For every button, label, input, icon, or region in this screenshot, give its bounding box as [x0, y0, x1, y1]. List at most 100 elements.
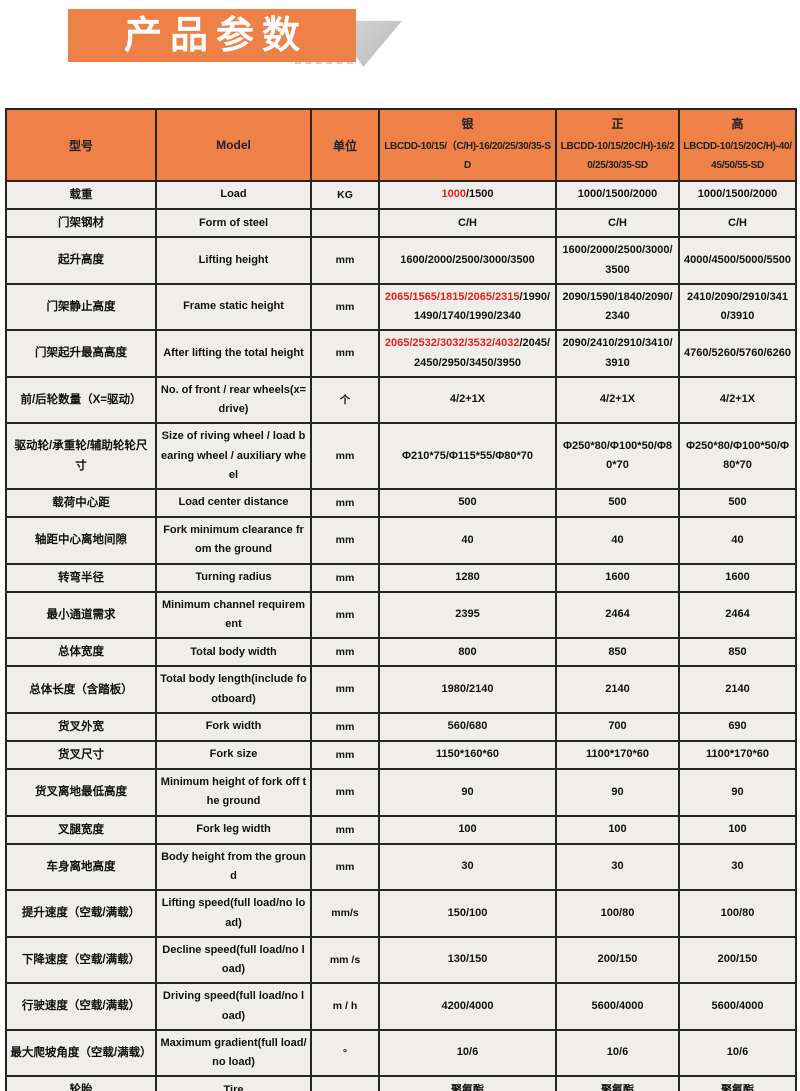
param-name-en: Lifting speed(full load/no load): [155, 889, 312, 938]
param-name-cn: 轮胎: [5, 1075, 157, 1091]
param-name-cn: 总体宽度: [5, 637, 157, 668]
param-name-en: Minimum height of fork off the ground: [155, 768, 312, 817]
value-standard: 850: [555, 637, 680, 668]
value-high: 100/80: [678, 889, 797, 938]
param-name-en: Load center distance: [155, 487, 312, 519]
value-silver: 100: [378, 814, 557, 845]
param-name-cn: 货叉离地最低高度: [5, 768, 157, 817]
table-row: 货叉离地最低高度 Minimum height of fork off the g…: [5, 768, 797, 817]
table-row: 货叉尺寸 Fork size mm 1150*160*60 1100*170*60 110…: [5, 739, 797, 771]
param-name-en: Tire: [155, 1075, 312, 1091]
header-variant-silver: 银 LBCDD-10/15/（C/H)-16/20/25/30/35-SD: [378, 108, 557, 182]
param-name-cn: 门架起升最高高度: [5, 329, 157, 378]
value-high: 2410/2090/2910/3410/3910: [678, 282, 797, 332]
table-row: 下降速度（空载/满载） Decline speed(full load/no lo…: [5, 935, 797, 985]
param-name-en: After lifting the total height: [155, 329, 312, 378]
param-unit: mm: [310, 487, 380, 519]
value-high: 90: [678, 768, 797, 817]
value-silver: 1980/2140: [378, 665, 557, 714]
value-silver: 聚氨酯: [378, 1075, 557, 1091]
value-high: 5600/4000: [678, 982, 797, 1031]
highlighted-value-segment: 2065/1565/1815/2065/2315: [384, 290, 520, 303]
param-name-en: Turning radius: [155, 562, 312, 593]
param-name-en: Fork width: [155, 711, 312, 743]
value-standard: 100: [555, 814, 680, 845]
value-silver: 4/2+1X: [378, 375, 557, 425]
value-high: 4/2+1X: [678, 375, 797, 425]
value-standard: 2090/2410/2910/3410/3910: [555, 329, 680, 378]
table-row: 总体宽度 Total body width mm 800 850 850: [5, 637, 797, 668]
param-name-en: Fork size: [155, 739, 312, 771]
value-high: 4760/5260/5760/6260: [678, 329, 797, 378]
value-high: Φ250*80/Φ100*50/Φ80*70: [678, 422, 797, 490]
param-name-cn: 驱动轮/承重轮/辅助轮轮尺寸: [5, 422, 157, 490]
param-name-en: No. of front / rear wheels(x=drive): [155, 375, 312, 425]
table-row: 轮胎 Tire 聚氨酯 聚氨酯 聚氨酯: [5, 1075, 797, 1091]
highlighted-value-segment: 2065/2532/3032/3532/4032: [384, 337, 520, 350]
value-high: 1600: [678, 562, 797, 593]
value-high: 聚氨酯: [678, 1075, 797, 1091]
table-header-row: 型号 Model 单位 银 LBCDD-10/15/（C/H)-16/20/25…: [5, 108, 797, 182]
param-name-cn: 提升速度（空载/满载）: [5, 889, 157, 938]
param-unit: mm: [310, 711, 380, 743]
param-name-cn: 货叉外宽: [5, 711, 157, 743]
value-high: 2464: [678, 590, 797, 640]
value-standard: 1600/2000/2500/3000/3500: [555, 236, 680, 285]
table-row: 前/后轮数量（X=驱动） No. of front / rear wheels(x…: [5, 375, 797, 425]
param-name-cn: 载荷中心距: [5, 487, 157, 519]
value-silver: 10/6: [378, 1028, 557, 1078]
param-name-cn: 起升高度: [5, 236, 157, 285]
param-name-en: Frame static height: [155, 282, 312, 332]
value-high: 4000/4500/5000/5500: [678, 236, 797, 285]
value-silver: 1000/1500: [378, 179, 557, 211]
param-name-cn: 载重: [5, 179, 157, 211]
value-standard: 1600: [555, 562, 680, 593]
param-name-cn: 转弯半径: [5, 562, 157, 593]
value-standard: 聚氨酯: [555, 1075, 680, 1091]
param-unit: KG: [310, 179, 380, 211]
param-name-en: Total body width: [155, 637, 312, 668]
spec-table: 型号 Model 单位 银 LBCDD-10/15/（C/H)-16/20/25…: [5, 108, 797, 1091]
param-unit: mm: [310, 282, 380, 332]
param-name-en: Maximum gradient(full load/no load): [155, 1028, 312, 1078]
param-name-cn: 门架静止高度: [5, 282, 157, 332]
value-standard: C/H: [555, 208, 680, 239]
table-row: 提升速度（空载/满载） Lifting speed(full load/no lo…: [5, 889, 797, 938]
param-name-en: Minimum channel requirement: [155, 590, 312, 640]
param-name-cn: 下降速度（空载/满载）: [5, 935, 157, 985]
param-unit: mm: [310, 842, 380, 892]
param-name-en: Body height from the ground: [155, 842, 312, 892]
param-unit: mm: [310, 422, 380, 490]
value-silver: 500: [378, 487, 557, 519]
param-unit: mm: [310, 768, 380, 817]
param-unit: mm: [310, 236, 380, 285]
value-silver: 560/680: [378, 711, 557, 743]
banner-fold-decoration: [356, 20, 402, 67]
param-name-en: Fork minimum clearance from the ground: [155, 516, 312, 565]
variant-tag: 高: [731, 117, 744, 131]
value-silver: 2395: [378, 590, 557, 640]
value-silver: 1150*160*60: [378, 739, 557, 771]
value-high: 100: [678, 814, 797, 845]
value-standard: 90: [555, 768, 680, 817]
value-high: C/H: [678, 208, 797, 239]
value-silver: 30: [378, 842, 557, 892]
variant-model: LBCDD-10/15/（C/H)-16/20/25/30/35-SD: [384, 141, 551, 171]
value-standard: Φ250*80/Φ100*50/Φ80*70: [555, 422, 680, 490]
param-name-cn: 总体长度（含踏板）: [5, 665, 157, 714]
param-name-cn: 叉腿宽度: [5, 814, 157, 845]
value-high: 40: [678, 516, 797, 565]
table-row: 车身离地高度 Body height from the ground mm 30 30 3…: [5, 842, 797, 892]
value-silver: 130/150: [378, 935, 557, 985]
param-unit: mm: [310, 637, 380, 668]
variant-tag: 银: [461, 117, 474, 131]
header-model-cn: 型号: [5, 108, 157, 182]
page-title: 产品参数: [123, 14, 308, 57]
variant-model: LBCDD-10/15/20C/H)-40/45/50/55-SD: [683, 141, 792, 171]
param-unit: [310, 1075, 380, 1091]
param-name-cn: 行驶速度（空载/满载）: [5, 982, 157, 1031]
param-unit: mm: [310, 739, 380, 771]
table-row: 货叉外宽 Fork width mm 560/680 700 690: [5, 711, 797, 743]
table-row: 驱动轮/承重轮/辅助轮轮尺寸 Size of riving wheel / loa…: [5, 422, 797, 490]
param-name-cn: 车身离地高度: [5, 842, 157, 892]
